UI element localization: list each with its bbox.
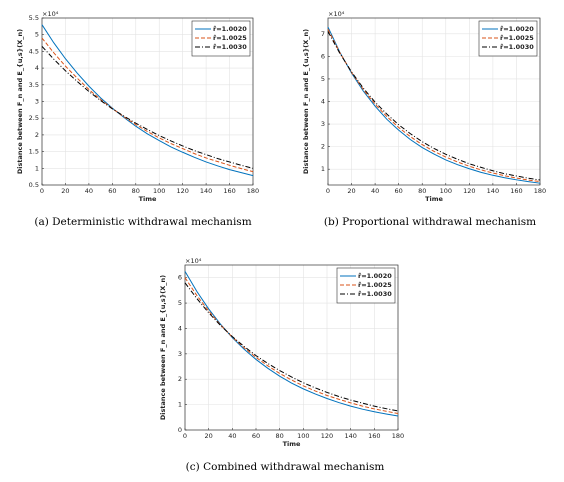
x-tick-label: 60 [252, 432, 260, 440]
y-tick-label: 5.5 [29, 14, 39, 22]
series-line [41, 24, 254, 177]
y-tick-label: 5 [35, 31, 39, 39]
x-tick-label: 0 [183, 432, 187, 440]
x-tick-label: 0 [40, 187, 44, 195]
legend-label: r̂=1.0025 [358, 281, 392, 289]
y-tick-label: 7 [321, 30, 325, 38]
x-tick-label: 140 [344, 432, 356, 440]
x-tick-label: 60 [108, 187, 116, 195]
y-tick-label: 2 [178, 375, 182, 383]
axes-box [184, 264, 399, 431]
y-tick-label: 3 [35, 98, 39, 106]
y-tick-label: 1 [321, 165, 325, 173]
x-tick-label: 40 [85, 187, 93, 195]
x-tick-label: 160 [223, 187, 235, 195]
legend-label: r̂=1.0025 [213, 34, 247, 42]
series-line [184, 282, 399, 412]
legend-label: r̂=1.0020 [213, 25, 247, 33]
x-tick-label: 120 [463, 187, 475, 195]
x-tick-label: 160 [510, 187, 522, 195]
axes-box [41, 17, 254, 186]
x-tick-label: 60 [395, 187, 403, 195]
x-tick-label: 140 [487, 187, 499, 195]
y-tick-label: 4 [35, 64, 39, 72]
caption: (c) Combined withdrawal mechanism [186, 461, 385, 473]
x-tick-label: 40 [371, 187, 379, 195]
y-tick-label: 2.5 [29, 114, 39, 122]
legend-label: r̂=1.0030 [500, 43, 534, 51]
x-tick-label: 180 [534, 187, 546, 195]
x-tick-label: 20 [205, 432, 213, 440]
caption: (b) Proportional withdrawal mechanism [324, 216, 536, 228]
y-tick-label: 6 [178, 274, 182, 282]
x-tick-label: 80 [276, 432, 284, 440]
series-line [41, 37, 254, 173]
caption: (a) Deterministic withdrawal mechanism [34, 216, 251, 228]
x-tick-label: 120 [321, 432, 333, 440]
series-line [41, 46, 254, 169]
y-tick-label: 4 [178, 324, 182, 332]
y-axis-label: Distance between F_n and E_{u,s}(X_n) [16, 29, 24, 174]
y-tick-label: 1 [178, 401, 182, 409]
y-tick-label: 5 [321, 75, 325, 83]
legend-label: r̂=1.0020 [500, 25, 534, 33]
y-tick-label: 5 [178, 299, 182, 307]
y-tick-label: 1 [35, 164, 39, 172]
y-tick-label: 6 [321, 52, 325, 60]
x-axis-label: Time [139, 195, 157, 203]
y-tick-label: 3.5 [29, 81, 39, 89]
legend-label: r̂=1.0020 [358, 272, 392, 280]
legend-label: r̂=1.0030 [213, 43, 247, 51]
y-tick-label: 3 [178, 350, 182, 358]
legend-label: r̂=1.0025 [500, 34, 534, 42]
x-tick-label: 100 [297, 432, 309, 440]
x-tick-label: 100 [153, 187, 165, 195]
series-line [184, 277, 399, 414]
y-tick-label: 4.5 [29, 47, 39, 55]
y-tick-label: 0 [178, 426, 182, 434]
legend-label: r̂=1.0030 [358, 290, 392, 298]
y-axis-label: Distance between F_n and E_{u,s}(X_n) [302, 29, 310, 174]
y-tick-label: 3 [321, 120, 325, 128]
y-tick-label: 0.5 [29, 181, 39, 189]
x-tick-label: 20 [61, 187, 69, 195]
x-tick-label: 100 [440, 187, 452, 195]
x-tick-label: 0 [326, 187, 330, 195]
x-tick-label: 20 [347, 187, 355, 195]
y-tick-label: 4 [321, 98, 325, 106]
y-multiplier: ×10⁴ [185, 257, 202, 265]
x-tick-label: 180 [247, 187, 259, 195]
series-line [327, 26, 541, 184]
y-multiplier: ×10⁴ [42, 10, 59, 18]
y-multiplier: ×10⁴ [328, 10, 345, 18]
x-tick-label: 120 [176, 187, 188, 195]
x-axis-label: Time [425, 195, 443, 203]
y-tick-label: 2 [321, 143, 325, 151]
x-tick-label: 180 [392, 432, 404, 440]
series-line [327, 31, 541, 181]
x-tick-label: 140 [200, 187, 212, 195]
series-line [184, 271, 399, 417]
x-tick-label: 80 [132, 187, 140, 195]
series-line [327, 29, 541, 183]
y-tick-label: 2 [35, 131, 39, 139]
y-axis-label: Distance between F_n and E_{u,s}(X_n) [159, 275, 167, 420]
x-tick-label: 40 [228, 432, 236, 440]
x-axis-label: Time [283, 440, 301, 448]
y-tick-label: 1.5 [29, 148, 39, 156]
x-tick-label: 80 [418, 187, 426, 195]
x-tick-label: 160 [368, 432, 380, 440]
axes-box [327, 17, 541, 186]
